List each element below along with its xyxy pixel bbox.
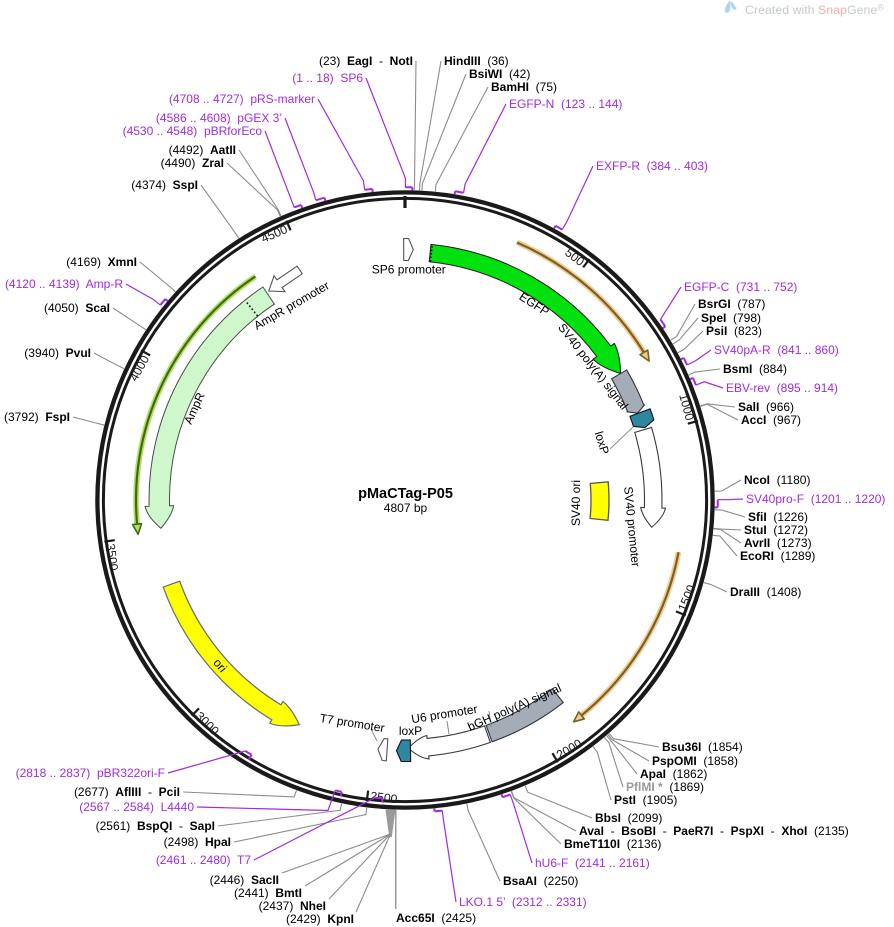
svg-text:SfiI (1226): SfiI (1226): [748, 510, 808, 524]
svg-text:(2446) SacII: (2446) SacII: [210, 873, 279, 887]
svg-text:(2461 .. 2480) T7: (2461 .. 2480) T7: [156, 853, 252, 867]
svg-text:BsiWI (42): BsiWI (42): [469, 67, 530, 81]
svg-text:(4490) ZraI: (4490) ZraI: [161, 156, 224, 170]
svg-text:3500: 3500: [103, 543, 121, 572]
svg-text:(2429) KpnI: (2429) KpnI: [286, 912, 354, 926]
svg-text:SV40pro-F (1201 .. 1220): SV40pro-F (1201 .. 1220): [746, 492, 885, 506]
svg-text:4807 bp: 4807 bp: [384, 501, 428, 515]
svg-text:(4120 .. 4139) Amp-R: (4120 .. 4139) Amp-R: [5, 277, 123, 291]
svg-text:DraIII (1408): DraIII (1408): [730, 585, 801, 599]
svg-text:AvaI - BsoBI - PaeR7I -: AvaI - BsoBI - PaeR7I - PspXI - XhoI (21…: [579, 824, 849, 838]
svg-text:(1 .. 18) SP6: (1 .. 18) SP6: [292, 71, 363, 85]
svg-text:(2561) BspQI - SapI: (2561) BspQI - SapI: [96, 819, 215, 833]
svg-text:BsrGI (787): BsrGI (787): [698, 297, 765, 311]
svg-text:(4374) SspI: (4374) SspI: [131, 178, 198, 192]
svg-text:SV40pA-R (841 .. 860): SV40pA-R (841 .. 860): [714, 343, 839, 357]
svg-text:PstI (1905): PstI (1905): [614, 793, 677, 807]
svg-text:pMaCTag-P05: pMaCTag-P05: [358, 486, 453, 502]
svg-text:BamHI (75): BamHI (75): [491, 80, 557, 94]
svg-text:AccI (967): AccI (967): [741, 413, 801, 427]
svg-text:(2498) HpaI: (2498) HpaI: [164, 835, 231, 849]
svg-text:PflMI * (1869): PflMI * (1869): [626, 780, 704, 794]
svg-text:BmeT110I (2136): BmeT110I (2136): [564, 837, 661, 851]
svg-text:NcoI (1180): NcoI (1180): [744, 473, 810, 487]
svg-text:(4169) XmnI: (4169) XmnI: [66, 255, 137, 269]
svg-text:SpeI (798): SpeI (798): [701, 311, 761, 325]
svg-text:SV40 ori: SV40 ori: [569, 480, 583, 526]
svg-text:(4530 .. 4548) pBRforEco: (4530 .. 4548) pBRforEco: [123, 124, 263, 138]
svg-text:BbsI (2099): BbsI (2099): [595, 811, 662, 825]
svg-text:loxP: loxP: [399, 724, 422, 738]
svg-text:(4492) AatII: (4492) AatII: [169, 143, 236, 157]
svg-text:(2818 .. 2837) pBR322ori-F: (2818 .. 2837) pBR322ori-F: [16, 766, 165, 780]
svg-text:2500: 2500: [370, 789, 399, 806]
svg-text:LKO.1 5’ (2312 .. 2331): LKO.1 5’ (2312 .. 2331): [459, 895, 587, 909]
svg-text:(4586 .. 4608) pGEX 3’: (4586 .. 4608) pGEX 3’: [156, 111, 282, 125]
svg-text:BsaAI (2250): BsaAI (2250): [503, 874, 578, 888]
svg-text:SP6 promoter: SP6 promoter: [372, 263, 446, 277]
svg-text:(23) EagI - NotI: (23) EagI - NotI: [319, 54, 413, 68]
svg-text:(2437) NheI: (2437) NheI: [259, 899, 326, 913]
svg-text:HindIII (36): HindIII (36): [444, 54, 509, 68]
svg-text:EGFP-C (731 .. 752): EGFP-C (731 .. 752): [684, 280, 797, 294]
svg-text:ApaI (1862): ApaI (1862): [640, 767, 707, 781]
svg-text:hU6-F (2141 .. 2161): hU6-F (2141 .. 2161): [535, 856, 650, 870]
svg-text:EGFP-N (123 .. 144): EGFP-N (123 .. 144): [509, 97, 622, 111]
svg-text:(4708 .. 4727) pRS-marker: (4708 .. 4727) pRS-marker: [169, 92, 315, 106]
svg-text:PsiI (823): PsiI (823): [706, 324, 762, 338]
svg-text:(2567 .. 2584) L4440: (2567 .. 2584) L4440: [79, 800, 194, 814]
svg-text:(4050) ScaI: (4050) ScaI: [44, 301, 110, 315]
svg-text:loxP: loxP: [592, 430, 612, 456]
svg-text:SalI (966): SalI (966): [738, 400, 794, 414]
svg-text:(3792) FspI: (3792) FspI: [4, 410, 70, 424]
svg-text:(2677) AflIII - PciI: (2677) AflIII - PciI: [74, 785, 180, 799]
svg-text:EBV-rev (895 .. 914): EBV-rev (895 .. 914): [726, 381, 838, 395]
svg-text:EXFP-R (384 .. 403): EXFP-R (384 .. 403): [596, 159, 708, 173]
svg-text:(3940) PvuI: (3940) PvuI: [24, 346, 91, 360]
svg-text:Created with SnapGene®: Created with SnapGene®: [745, 3, 884, 18]
svg-text:StuI (1272): StuI (1272): [744, 523, 808, 537]
svg-text:PspOMI (1858): PspOMI (1858): [652, 754, 738, 768]
svg-text:EcoRI (1289): EcoRI (1289): [740, 549, 815, 563]
svg-text:Bsu36I (1854): Bsu36I (1854): [662, 740, 743, 754]
svg-text:Acc65I (2425): Acc65I (2425): [396, 911, 476, 925]
svg-text:1000: 1000: [676, 392, 697, 422]
svg-text:(2441) BmtI: (2441) BmtI: [234, 886, 302, 900]
svg-text:BsmI (884): BsmI (884): [723, 362, 787, 376]
svg-text:AvrII (1273): AvrII (1273): [744, 536, 812, 550]
